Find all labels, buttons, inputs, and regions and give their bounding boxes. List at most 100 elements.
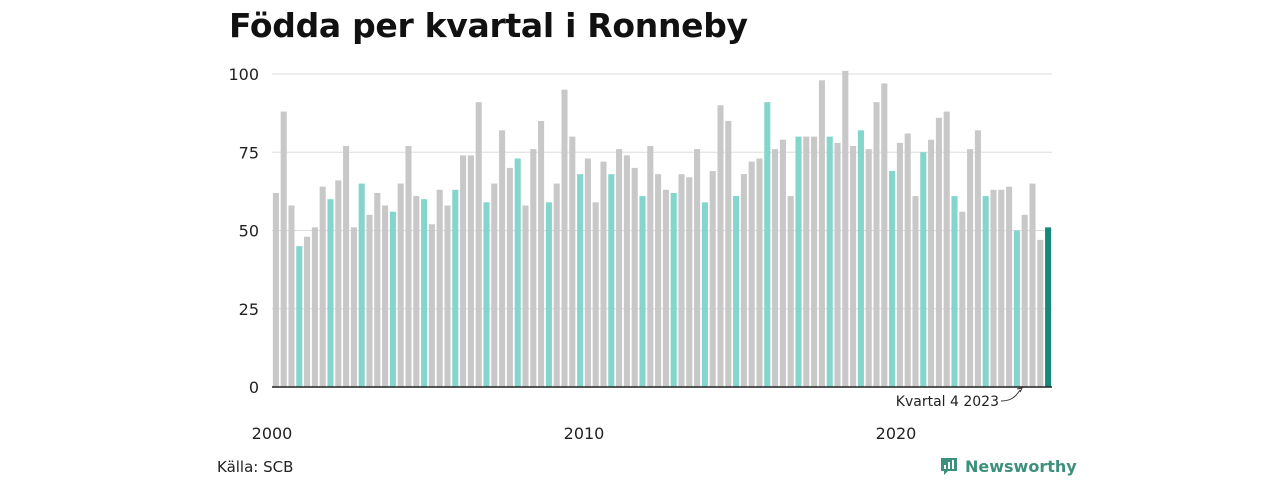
bar bbox=[350, 227, 357, 387]
bar bbox=[561, 89, 568, 388]
bar bbox=[1013, 230, 1020, 387]
bar bbox=[584, 158, 591, 387]
bar bbox=[670, 192, 677, 387]
bar bbox=[889, 171, 896, 387]
bar bbox=[397, 183, 404, 387]
brand-name: Newsworthy bbox=[965, 456, 1077, 476]
y-tick-label: 100 bbox=[228, 65, 259, 84]
bar bbox=[928, 139, 935, 387]
bar bbox=[436, 189, 443, 387]
bar bbox=[787, 196, 794, 387]
bar bbox=[413, 196, 420, 387]
bar bbox=[733, 196, 740, 387]
bar bbox=[850, 145, 857, 387]
source-note: Källa: SCB bbox=[217, 458, 294, 476]
bar bbox=[795, 136, 802, 387]
bar bbox=[366, 214, 373, 387]
bar bbox=[740, 174, 747, 387]
bar bbox=[382, 205, 389, 387]
newsworthy-logo-icon bbox=[941, 458, 957, 475]
y-tick-label: 75 bbox=[239, 143, 259, 162]
bar bbox=[499, 130, 506, 387]
y-tick-label: 25 bbox=[239, 300, 259, 319]
y-tick-label: 50 bbox=[239, 222, 259, 241]
bar bbox=[335, 180, 342, 387]
bar bbox=[967, 149, 974, 387]
bar bbox=[974, 130, 981, 387]
bar bbox=[467, 155, 474, 387]
bar bbox=[647, 145, 654, 387]
bar bbox=[639, 196, 646, 387]
annotation-arrow bbox=[1000, 389, 1021, 402]
bar bbox=[522, 205, 529, 387]
bar bbox=[826, 136, 833, 387]
brand-logo: Newsworthy bbox=[939, 456, 1077, 476]
bar bbox=[296, 246, 303, 387]
bar bbox=[982, 196, 989, 387]
bar bbox=[569, 136, 576, 387]
bar bbox=[709, 171, 716, 387]
x-axis-ticks: 2000 2010 2020 bbox=[252, 424, 917, 443]
bar bbox=[1037, 239, 1044, 387]
bar bbox=[631, 167, 638, 387]
bar bbox=[553, 183, 560, 387]
bar bbox=[779, 139, 786, 387]
bar bbox=[717, 105, 724, 388]
bar bbox=[678, 174, 685, 387]
bar bbox=[935, 117, 942, 387]
bar bbox=[694, 149, 701, 387]
bar bbox=[803, 136, 810, 387]
bar bbox=[327, 199, 334, 387]
bar bbox=[506, 167, 513, 387]
bar bbox=[912, 196, 919, 387]
bar bbox=[616, 149, 623, 387]
bar bbox=[421, 199, 428, 387]
x-tick-label: 2000 bbox=[252, 424, 293, 443]
chart-title: Födda per kvartal i Ronneby bbox=[229, 6, 748, 45]
bar bbox=[686, 177, 693, 387]
bar bbox=[538, 120, 545, 387]
bar bbox=[483, 202, 490, 387]
bar bbox=[460, 155, 467, 387]
bar bbox=[405, 145, 412, 387]
bar bbox=[1006, 186, 1013, 387]
bar bbox=[990, 189, 997, 387]
bar bbox=[343, 145, 350, 387]
bar bbox=[475, 102, 482, 388]
bar-chart: 0 25 50 75 100 2000 2010 2020 Kvartal 4 2023 bbox=[228, 65, 1052, 443]
bar bbox=[943, 111, 950, 387]
bar bbox=[1029, 183, 1036, 387]
bar bbox=[998, 189, 1005, 387]
bar bbox=[358, 183, 365, 387]
x-tick-label: 2020 bbox=[876, 424, 917, 443]
bar bbox=[857, 130, 864, 387]
bar bbox=[319, 186, 326, 387]
bar bbox=[896, 142, 903, 387]
bar bbox=[920, 152, 927, 387]
bar bbox=[834, 142, 841, 387]
bar bbox=[818, 80, 825, 387]
bar bbox=[288, 205, 295, 387]
bar bbox=[428, 224, 435, 387]
bar bbox=[865, 149, 872, 387]
bar bbox=[904, 133, 911, 387]
bar bbox=[725, 120, 732, 387]
bar bbox=[623, 155, 630, 387]
bar bbox=[514, 158, 521, 387]
bar bbox=[374, 192, 381, 387]
bar bbox=[748, 161, 755, 387]
bar bbox=[600, 161, 607, 387]
bar bbox=[545, 202, 552, 387]
bar bbox=[272, 192, 279, 387]
bar bbox=[491, 183, 498, 387]
bar bbox=[959, 211, 966, 387]
bar bbox=[530, 149, 537, 387]
annotation: Kvartal 4 2023 bbox=[896, 387, 1024, 410]
bar bbox=[655, 174, 662, 387]
gridlines bbox=[272, 73, 1052, 310]
bar bbox=[811, 136, 818, 387]
bar bbox=[873, 102, 880, 388]
x-tick-label: 2010 bbox=[564, 424, 605, 443]
bar bbox=[1021, 214, 1028, 387]
bar bbox=[1045, 227, 1052, 387]
